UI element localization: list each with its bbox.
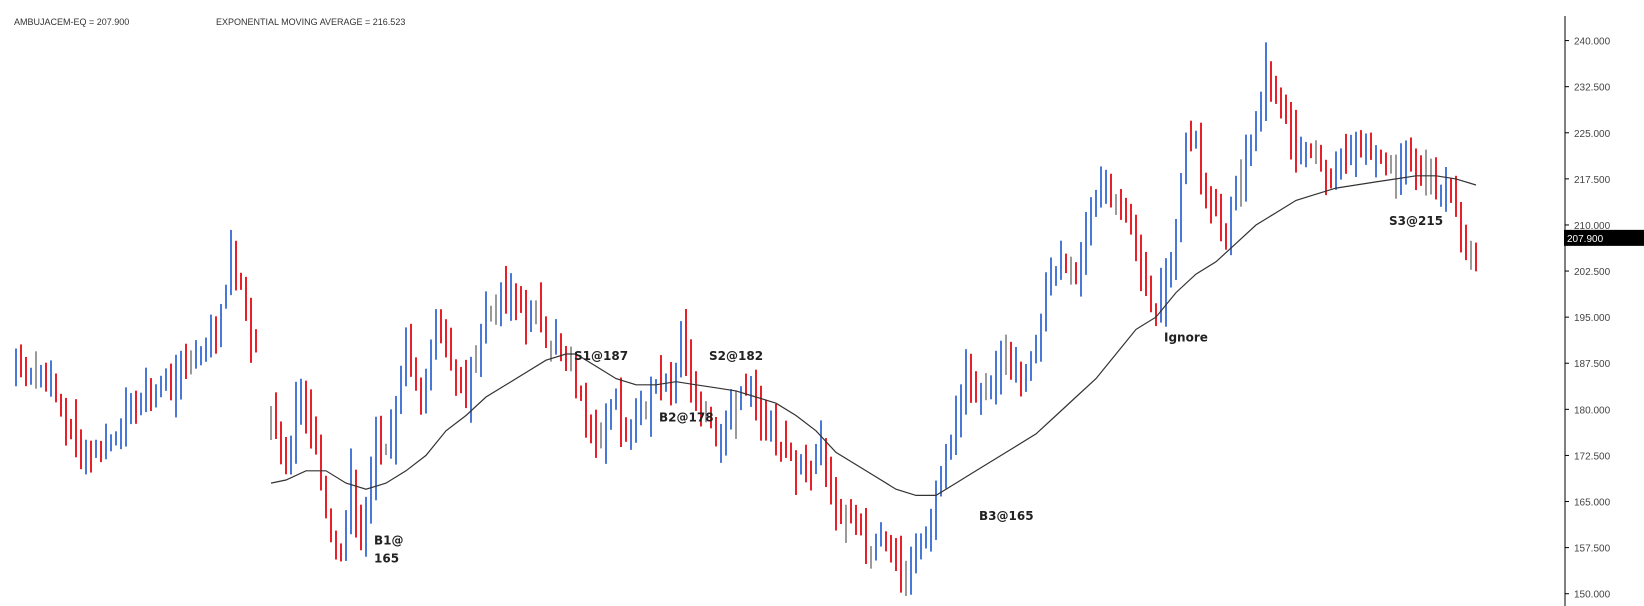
y-tick-label: 217.500 [1574, 175, 1611, 186]
trade-annotations: B1@ 165 S1@187 B2@178 S2@182 B3@165 Ignore S3@2… [374, 214, 1443, 566]
last-price-marker: 207.900 [1564, 229, 1644, 246]
y-tick-label: 240.000 [1574, 37, 1611, 48]
trade-annotation: S1@187 [574, 349, 628, 363]
last-price-label: 207.900 [1567, 234, 1604, 245]
y-tick-label: 150.000 [1574, 590, 1611, 601]
trade-annotation: B1@ 165 [374, 534, 404, 566]
y-tick-label: 195.000 [1574, 313, 1611, 324]
y-tick-label: 187.500 [1574, 359, 1611, 370]
trade-annotation: B3@165 [979, 509, 1034, 523]
trade-annotation: Ignore [1164, 331, 1208, 345]
y-axis-ticks: 240.000 232.500 225.000 217.500 210.000 202.5… [1565, 37, 1611, 601]
y-tick-label: 165.000 [1574, 498, 1611, 509]
trade-annotation: B2@178 [659, 411, 714, 425]
y-tick-label: 157.500 [1574, 544, 1611, 555]
y-tick-label: 202.500 [1574, 267, 1611, 278]
y-tick-label: 210.000 [1574, 221, 1611, 232]
trade-annotation: S3@215 [1389, 214, 1443, 228]
ema-value-label: EXPONENTIAL MOVING AVERAGE = 216.523 [216, 17, 405, 27]
last-price-box [1564, 229, 1644, 246]
y-tick-label: 225.000 [1574, 129, 1611, 140]
y-tick-label: 180.000 [1574, 405, 1611, 416]
symbol-value-label: AMBUJACEM-EQ = 207.900 [14, 17, 129, 27]
y-tick-label: 172.500 [1574, 451, 1611, 462]
trade-annotation: S2@182 [709, 349, 763, 363]
ema-line [270, 175, 1477, 496]
y-tick-label: 232.500 [1574, 83, 1611, 94]
